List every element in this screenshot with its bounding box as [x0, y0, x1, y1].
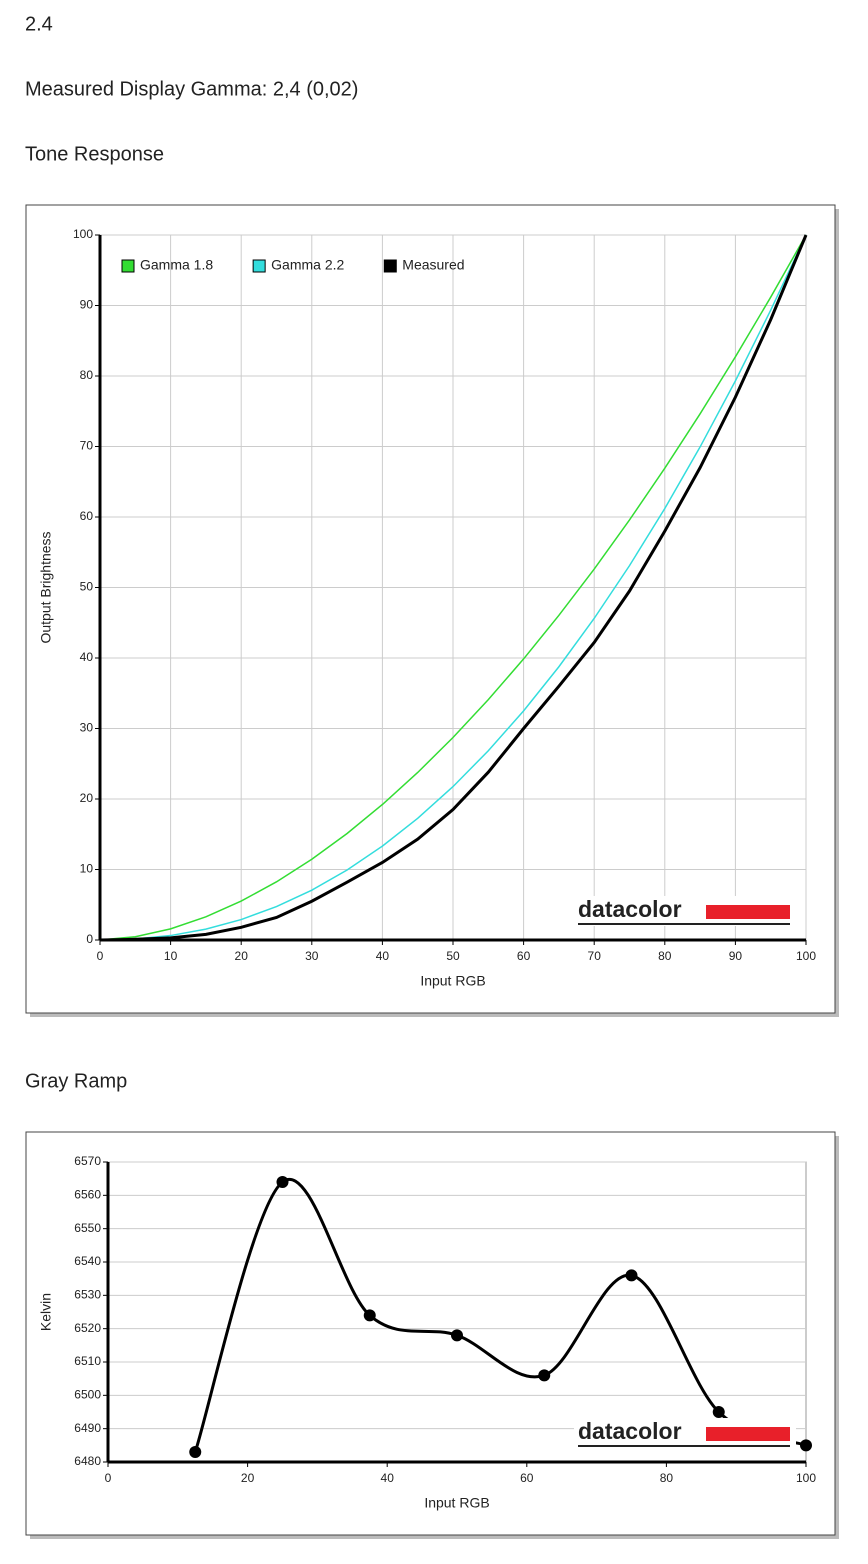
- x-tick-label: 50: [446, 949, 460, 963]
- x-tick-label: 0: [97, 949, 104, 963]
- y-tick-label: 6490: [74, 1421, 101, 1435]
- x-tick-label: 30: [305, 949, 319, 963]
- marker: [712, 1406, 725, 1418]
- y-tick-label: 30: [80, 721, 94, 735]
- y-tick-label: 0: [86, 932, 93, 946]
- y-tick-label: 20: [80, 791, 94, 805]
- series-line: [99, 234, 808, 942]
- x-axis-label: Input RGB: [424, 1495, 489, 1511]
- y-tick-label: 6520: [74, 1321, 101, 1335]
- chart-box: [25, 1131, 836, 1536]
- y-tick-label: 6540: [74, 1254, 101, 1268]
- y-tick-label: 50: [80, 580, 94, 594]
- y-tick-label: 6480: [74, 1454, 101, 1468]
- marker: [625, 1269, 638, 1282]
- y-tick-label: 60: [80, 509, 94, 523]
- section-heading: Tone Response: [25, 143, 164, 165]
- marker: [189, 1446, 202, 1458]
- x-tick-label: 60: [520, 1471, 534, 1485]
- x-tick-label: 0: [105, 1471, 112, 1485]
- marker: [276, 1176, 289, 1188]
- marker: [451, 1329, 463, 1342]
- y-tick-label: 6560: [74, 1188, 101, 1202]
- y-tick-label: 90: [80, 298, 94, 312]
- y-tick-label: 40: [80, 650, 94, 664]
- y-tick-label: 6550: [74, 1221, 101, 1235]
- x-tick-label: 100: [796, 949, 816, 963]
- legend-swatch: [121, 259, 135, 273]
- marker: [800, 1439, 812, 1452]
- x-axis-label: Input RGB: [420, 973, 485, 989]
- y-tick-label: 10: [80, 862, 94, 876]
- x-tick-label: 80: [660, 1471, 674, 1485]
- x-tick-label: 90: [729, 949, 743, 963]
- watermark: datacolor: [578, 1418, 682, 1444]
- gamma-text: Measured Display Gamma: 2,4 (0,02): [25, 78, 358, 100]
- marker: [363, 1309, 376, 1322]
- legend-label: Gamma 1.8: [140, 257, 213, 273]
- x-tick-label: 100: [796, 1471, 816, 1485]
- legend-label: Gamma 2.2: [271, 257, 344, 273]
- series-line: [193, 1177, 807, 1453]
- chart-box: [25, 204, 836, 1014]
- watermark: datacolor: [578, 896, 682, 922]
- x-tick-label: 60: [517, 949, 531, 963]
- value: 2.4: [25, 13, 53, 35]
- x-tick-label: 40: [381, 1471, 395, 1485]
- legend-swatch: [252, 259, 266, 273]
- series-line: [99, 234, 807, 941]
- watermark-bar: [706, 905, 790, 919]
- y-tick-label: 6500: [74, 1388, 101, 1402]
- y-tick-label: 70: [80, 439, 94, 453]
- watermark-bar: [706, 1427, 790, 1441]
- series-line: [99, 234, 807, 941]
- x-tick-label: 20: [241, 1471, 255, 1485]
- y-axis-label: Kelvin: [38, 1293, 54, 1331]
- y-tick-label: 6570: [74, 1154, 101, 1168]
- x-tick-label: 80: [658, 949, 672, 963]
- y-tick-label: 6530: [74, 1288, 101, 1302]
- x-tick-label: 70: [588, 949, 602, 963]
- legend-label: Measured: [402, 257, 464, 273]
- y-tick-label: 100: [73, 227, 93, 241]
- x-tick-label: 40: [376, 949, 390, 963]
- x-tick-label: 10: [164, 949, 178, 963]
- legend-swatch: [383, 259, 397, 273]
- y-axis-label: Output Brightness: [38, 531, 54, 643]
- section-heading: Gray Ramp: [25, 1070, 127, 1092]
- marker: [538, 1369, 551, 1382]
- x-tick-label: 20: [235, 949, 249, 963]
- y-tick-label: 80: [80, 368, 94, 382]
- y-tick-label: 6510: [74, 1354, 101, 1368]
